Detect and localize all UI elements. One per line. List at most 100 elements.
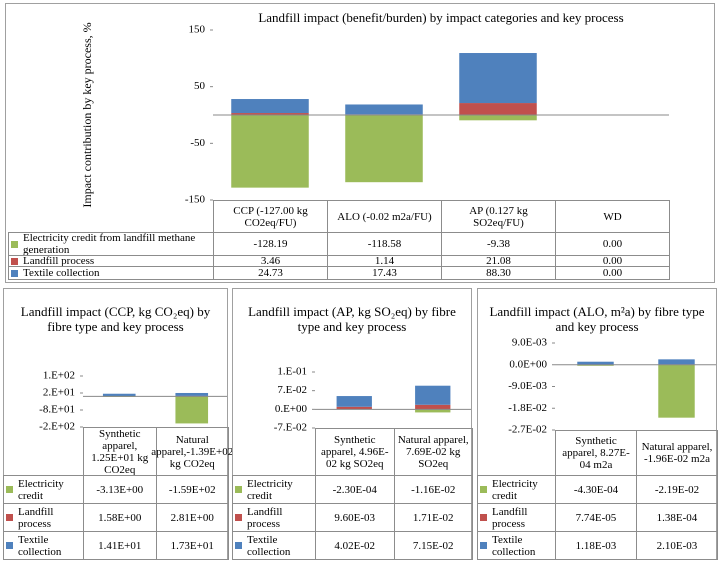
bar — [175, 392, 209, 396]
value-label: 9.60E-03 — [315, 503, 395, 532]
legend-key — [6, 514, 13, 521]
value-label: 1.73E+01 — [155, 531, 229, 560]
y-tick-label: -150 — [185, 194, 206, 206]
legend-entry: Electricity credit from landfill methane… — [8, 232, 214, 256]
legend-key — [480, 542, 487, 549]
y-tick-label: -7.E-02 — [274, 422, 307, 434]
value-label: -4.30E-04 — [555, 475, 637, 504]
legend-key — [11, 240, 18, 248]
legend-entry: Landfill process — [232, 503, 316, 532]
y-tick-label: -50 — [190, 137, 205, 149]
legend-label: Textile collection — [247, 533, 291, 558]
legend-entry: Landfill process — [477, 503, 556, 532]
bar — [459, 115, 537, 121]
category-label: Natural apparel, -1.96E-02 m2a — [636, 430, 718, 476]
value-label: 1.38E-04 — [636, 503, 718, 532]
legend-entry: Electricity credit — [3, 475, 84, 504]
value-label: -128.19 — [213, 232, 328, 256]
legend-label: Landfill process — [247, 505, 283, 530]
value-label: -9.38 — [441, 232, 556, 256]
value-label: 88.30 — [441, 266, 556, 280]
y-tick-label: 2.E+01 — [43, 387, 75, 399]
legend-label: Textile collection — [492, 533, 536, 558]
legend-label: Electricity credit — [247, 477, 293, 502]
bar — [345, 104, 423, 115]
value-label: 0.00 — [555, 266, 670, 280]
bar — [336, 396, 372, 407]
bar — [577, 361, 614, 365]
bar — [345, 115, 423, 183]
legend-key — [235, 486, 242, 493]
legend-label: Landfill process — [492, 505, 528, 530]
bar — [415, 404, 451, 410]
panel — [5, 3, 715, 283]
legend-entry: Textile collection — [477, 531, 556, 560]
legend-entry: Textile collection — [8, 266, 214, 280]
legend-key — [11, 269, 18, 277]
value-label: 7.74E-05 — [555, 503, 637, 532]
value-label: 17.43 — [327, 266, 442, 280]
bar — [459, 103, 537, 115]
value-label: 1.58E+00 — [83, 503, 157, 532]
bar — [459, 53, 537, 104]
legend-label: Landfill process — [23, 255, 95, 267]
legend-key — [6, 486, 13, 493]
chart-title: Landfill impact (CCP, kg CO₂eq) by fibre… — [20, 304, 211, 334]
value-label: 1.41E+01 — [83, 531, 157, 560]
legend-entry: Electricity credit — [477, 475, 556, 504]
value-label: 1.71E-02 — [393, 503, 473, 532]
bar — [658, 359, 695, 365]
value-label: -1.16E-02 — [393, 475, 473, 504]
legend-label: Electricity credit — [492, 477, 538, 502]
value-label: 24.73 — [213, 266, 328, 280]
category-label: WD — [555, 200, 670, 233]
legend-key — [480, 486, 487, 493]
chart-title: Landfill impact (ALO, m²a) by fibre type… — [489, 304, 705, 334]
category-label: ALO (-0.02 m2a/FU) — [327, 200, 442, 233]
category-label: Synthetic apparel, 8.27E-04 m2a — [555, 430, 637, 476]
value-label: 2.81E+00 — [155, 503, 229, 532]
bar — [231, 99, 309, 114]
y-tick-label: 150 — [189, 24, 206, 36]
value-label: -1.59E+02 — [155, 475, 229, 504]
value-label: 2.10E-03 — [636, 531, 718, 560]
bar — [658, 364, 695, 418]
y-tick-label: 7.E-02 — [277, 384, 307, 396]
bar — [231, 115, 309, 188]
y-tick-label: -2.7E-02 — [508, 424, 547, 436]
bar — [577, 364, 614, 366]
category-label: CCP (-127.00 kg CO2eq/FU) — [213, 200, 328, 233]
value-label: 0.00 — [555, 232, 670, 256]
value-label: 4.02E-02 — [315, 531, 395, 560]
legend-label: Landfill process — [18, 505, 54, 530]
category-label: Natural apparel, 7.69E-02 kg SO2eq — [393, 428, 473, 476]
y-tick-label: 1.E+02 — [43, 370, 75, 382]
bar — [336, 406, 372, 410]
value-label: -118.58 — [327, 232, 442, 256]
legend-key — [480, 514, 487, 521]
legend-label: Textile collection — [18, 533, 62, 558]
legend-entry: Textile collection — [3, 531, 84, 560]
legend-key — [6, 542, 13, 549]
chart-title: Landfill impact (AP, kg SO₂eq) by fibre … — [248, 304, 456, 334]
bar — [102, 393, 136, 397]
y-tick-label: 0.0E+00 — [509, 358, 547, 370]
bar — [415, 385, 451, 405]
value-label: -2.30E-04 — [315, 475, 395, 504]
y-axis-label: Impact contribution by key process, % — [80, 22, 94, 207]
y-tick-label: 9.0E-03 — [512, 337, 548, 349]
legend-key — [11, 257, 18, 265]
category-label: AP (0.127 kg SO2eq/FU) — [441, 200, 556, 233]
legend-entry: Landfill process — [3, 503, 84, 532]
category-label: Synthetic apparel, 4.96E-02 kg SO2eq — [315, 428, 395, 476]
value-label: -2.19E-02 — [636, 475, 718, 504]
y-tick-label: 50 — [194, 80, 206, 92]
legend-entry: Textile collection — [232, 531, 316, 560]
value-label: 7.15E-02 — [393, 531, 473, 560]
chart-title: Landfill impact (benefit/burden) by impa… — [258, 9, 624, 25]
value-label: -3.13E+00 — [83, 475, 157, 504]
y-tick-label: -9.0E-03 — [508, 380, 547, 392]
value-label: 1.18E-03 — [555, 531, 637, 560]
bar — [231, 113, 309, 115]
